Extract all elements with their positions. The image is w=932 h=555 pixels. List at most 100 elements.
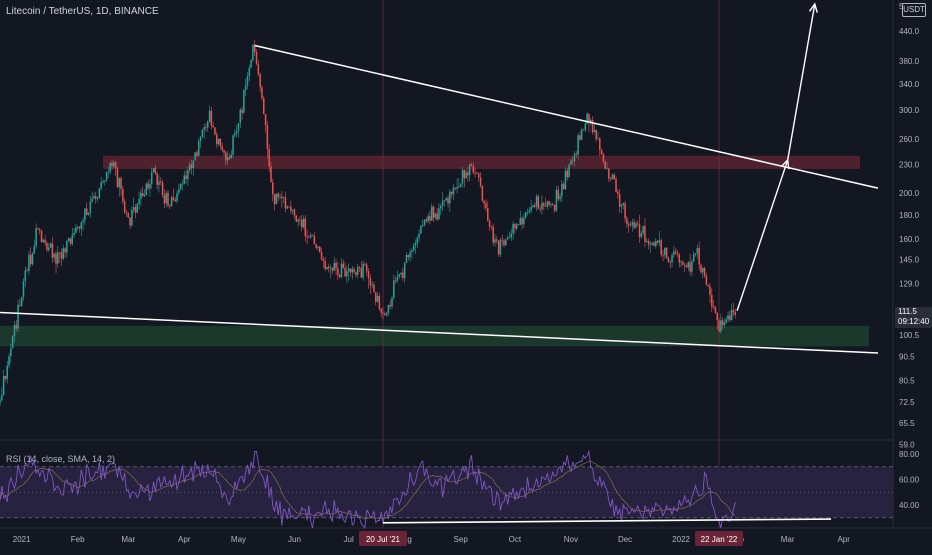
grid-lines (0, 0, 932, 529)
candle-body-181 (326, 266, 328, 270)
current-price-value: 111.5 (898, 307, 917, 316)
price-axis-label-10: 129.0 (899, 279, 920, 288)
candle-body-18 (31, 253, 34, 265)
time-axis-label-2: Mar (121, 535, 135, 544)
candle-body-48 (85, 208, 88, 216)
candle-body-348 (627, 223, 630, 226)
candle-body-70 (125, 212, 128, 214)
candle-body-134 (241, 109, 243, 113)
candle-body-341 (615, 179, 617, 192)
candle-body-320 (577, 135, 579, 155)
candle-body-151 (272, 182, 274, 195)
time-axis-label-3: Apr (178, 535, 191, 544)
candle-body-40 (71, 235, 74, 244)
candle-body-226 (407, 254, 410, 258)
candle-body-281 (506, 237, 509, 240)
candle-body-88 (158, 181, 160, 185)
candle-body-399 (720, 320, 722, 332)
candle-body-263 (474, 172, 476, 174)
candle-body-331 (597, 138, 599, 140)
candle-body-218 (393, 280, 395, 298)
candle-body-235 (423, 219, 426, 225)
candle-body-339 (611, 174, 614, 180)
candle-body-152 (273, 194, 276, 204)
candle-body-343 (618, 194, 621, 207)
candle-body-268 (483, 200, 485, 204)
candle-body-83 (149, 184, 151, 189)
candle-body-71 (127, 213, 130, 218)
candle-body-206 (371, 284, 373, 286)
candle-body-183 (329, 267, 332, 269)
candle-body-309 (557, 189, 559, 200)
candle-body-85 (152, 168, 155, 173)
candle-body-375 (676, 252, 679, 255)
candle-body-378 (682, 261, 684, 265)
candle-body-145 (261, 87, 263, 99)
candle-body-270 (487, 208, 489, 221)
candle-body-380 (685, 265, 688, 268)
candle-body-274 (494, 239, 496, 243)
candle-body-398 (718, 320, 720, 332)
candle-body-369 (665, 247, 668, 258)
candle-body-118 (212, 125, 214, 128)
candle-body-227 (409, 252, 411, 258)
candle-body-56 (100, 182, 102, 189)
candle-body-33 (58, 252, 61, 254)
candle-body-329 (593, 129, 596, 133)
time-axis-label-5: Jun (288, 535, 301, 544)
candle-body-197 (355, 272, 357, 275)
candle-body-157 (282, 197, 285, 199)
candle-body-160 (288, 206, 290, 208)
candle-body-230 (414, 242, 417, 246)
time-axis-label-6: Jul (344, 535, 354, 544)
candle-body-148 (266, 125, 269, 150)
candle-body-106 (190, 164, 193, 169)
currency-badge[interactable]: USDT (902, 3, 926, 17)
candle-body-103 (185, 175, 187, 180)
candle-body-361 (651, 242, 653, 245)
chart-title: Litecoin / TetherUS, 1D, BINANCE (6, 6, 159, 17)
candle-body-265 (477, 173, 480, 178)
candle-body-132 (237, 123, 240, 132)
candle-body-81 (145, 183, 148, 195)
candle-body-14 (24, 270, 27, 282)
candle-body-350 (631, 222, 634, 226)
candle-body-318 (573, 153, 576, 161)
candle-body-306 (552, 204, 554, 206)
candle-body-75 (134, 207, 137, 213)
candle-body-158 (284, 197, 287, 209)
candle-body-154 (277, 193, 279, 198)
price-axis-label-8: 160.0 (899, 235, 920, 244)
candle-body-225 (405, 254, 408, 263)
current-price-tag: 111.5 09:12:40 (895, 307, 932, 328)
candle-body-334 (602, 154, 605, 162)
candle-body-287 (517, 224, 520, 226)
candle-body-43 (76, 226, 79, 228)
candle-body-290 (523, 217, 525, 225)
candle-body-140 (252, 44, 254, 61)
candle-body-165 (297, 219, 299, 222)
candle-body-236 (425, 219, 428, 222)
candle-body-12 (20, 297, 23, 306)
price-axis-label-0: 440.0 (899, 27, 920, 36)
candle-body-139 (250, 60, 252, 68)
candle-body-127 (228, 157, 231, 159)
candle-body-286 (515, 224, 518, 229)
candle-body-219 (394, 280, 397, 282)
candle-body-370 (667, 257, 670, 263)
candle-body-250 (450, 191, 453, 195)
candle-body-74 (132, 207, 135, 210)
candle-body-257 (463, 169, 466, 179)
candle-body-277 (499, 239, 502, 255)
time-axis-label-8: Sep (454, 535, 469, 544)
candle-body-42 (75, 227, 77, 233)
candle-body-86 (154, 168, 157, 174)
candle-body-389 (702, 267, 704, 273)
candle-body-130 (234, 133, 236, 136)
countdown-value: 09:12:40 (898, 317, 930, 326)
price-axis-label-4: 260.0 (899, 135, 920, 144)
candle-body-28 (49, 243, 52, 248)
time-axis-label-12: 2022 (672, 535, 690, 544)
